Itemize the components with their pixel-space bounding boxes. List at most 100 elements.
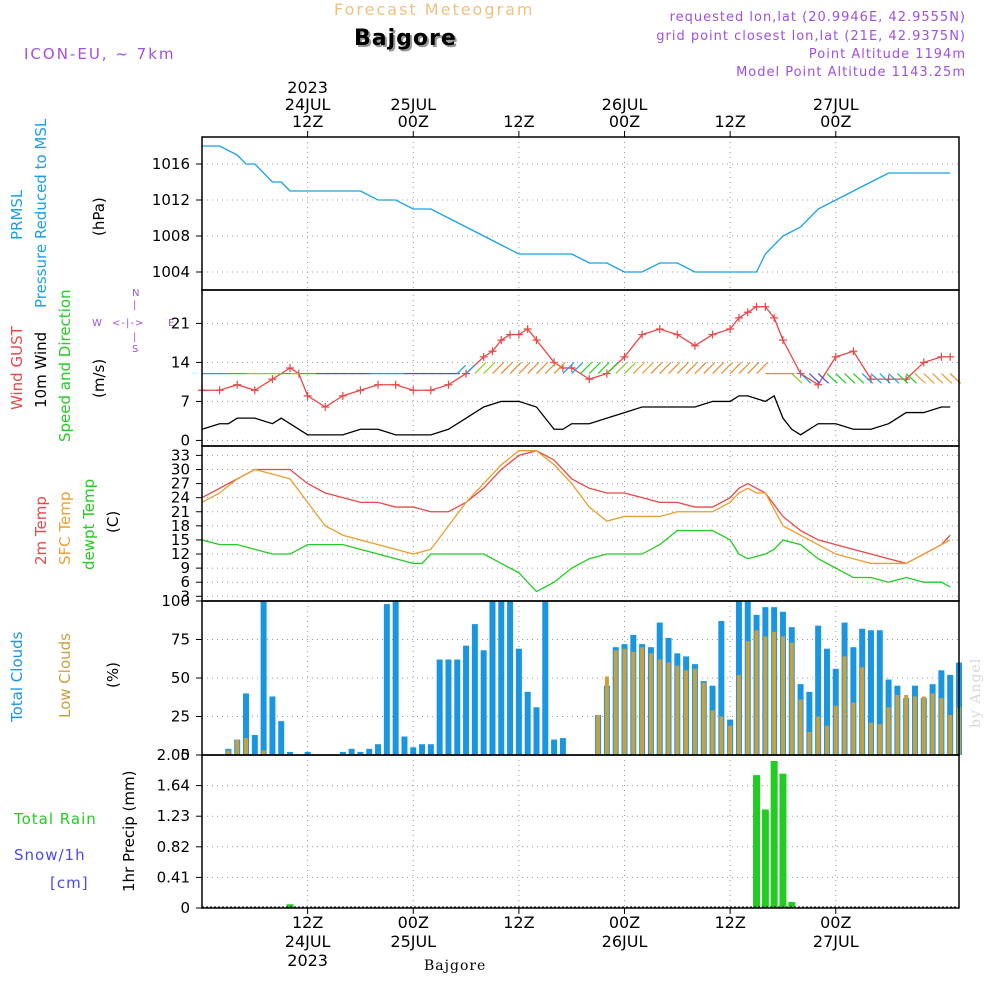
low-cloud-bar <box>604 676 609 755</box>
wind-barb <box>668 361 681 374</box>
snow-unit-label: [cm] <box>50 874 89 892</box>
rain-bar <box>788 902 796 908</box>
y-tick-label: 15 <box>171 531 190 549</box>
total-cloud-bar <box>718 621 725 755</box>
y-tick-label: 7 <box>180 392 190 410</box>
total-cloud-bar <box>533 707 540 755</box>
total-cloud-bar <box>947 674 954 755</box>
low-cloud-bar <box>789 642 794 755</box>
wind-barb <box>518 361 531 374</box>
wind-barb <box>544 361 557 374</box>
total-cloud-bar <box>243 693 250 755</box>
wind-barb <box>923 373 935 384</box>
pressure-line <box>202 145 951 273</box>
wind-barb <box>720 361 733 374</box>
low-cloud-bar <box>631 651 636 755</box>
low-cloud-bar <box>235 739 240 755</box>
low-cloud-bar <box>719 716 724 755</box>
chart-super-title: Forecast Meteogram <box>334 0 535 19</box>
top-date-label: 25JUL <box>390 95 436 114</box>
wind-barb <box>465 364 475 374</box>
model-point-altitude: Model Point Altitude 1143.25m <box>736 65 966 80</box>
total-cloud-bar <box>454 659 461 755</box>
gust-point <box>506 330 515 339</box>
wind-barb <box>914 373 926 384</box>
wind-barb <box>553 361 566 374</box>
grid-point-coords: grid point closest lon,lat (21E, 42.9375… <box>656 29 966 44</box>
wind-barb <box>808 373 821 384</box>
wind-barb <box>536 361 549 374</box>
low-cloud-bar <box>877 724 882 755</box>
low-cloud-bar <box>886 707 891 755</box>
total-cloud-bar <box>489 601 496 755</box>
gust-point <box>338 391 347 400</box>
low-cloud-bar <box>816 716 821 755</box>
compass-icon: N | W <-|-> E | S <box>92 288 182 358</box>
low-cloud-bar <box>684 670 689 755</box>
wind-barb <box>800 373 812 384</box>
low-cloud-bar <box>939 698 944 755</box>
total-cloud-bar <box>269 696 276 755</box>
total-cloud-bar <box>287 751 294 755</box>
location-title: Bajgore <box>354 26 457 51</box>
y-tick-label: 21 <box>171 314 190 332</box>
wind-barb <box>606 361 619 374</box>
low-cloud-bar <box>921 696 926 755</box>
y-tick-label: 25 <box>171 708 190 726</box>
low-cloud-bar <box>754 630 759 755</box>
low-cloud-bar <box>710 710 715 755</box>
wind-barb <box>879 373 891 384</box>
wind-barb <box>729 361 742 374</box>
total-cloud-bar <box>463 645 470 755</box>
gust-point <box>796 369 805 378</box>
gust-point <box>708 330 717 339</box>
wind-barb <box>685 361 698 374</box>
total-cloud-bar <box>348 748 355 755</box>
total-cloud-bar <box>260 601 267 755</box>
low-cloud-bar <box>675 665 680 755</box>
total-cloud-bar <box>427 744 434 755</box>
gust-point <box>514 330 523 339</box>
bottom-date-label: 27JUL <box>813 932 859 951</box>
gust-point <box>286 364 295 372</box>
total-cloud-bar <box>507 601 514 755</box>
top-hour-label: 00Z <box>820 112 851 131</box>
gust-point <box>215 386 224 395</box>
compass-w: W <box>92 318 103 329</box>
gust-point <box>409 386 418 395</box>
y-tick-label: 1016 <box>152 155 190 173</box>
low-cloud-bar <box>780 636 785 755</box>
total-cloud-bar <box>498 601 505 755</box>
gust-point <box>233 380 242 389</box>
wind-barb <box>896 373 909 384</box>
total-cloud-bar <box>251 734 258 755</box>
low-cloud-bar <box>833 705 838 755</box>
gust-point <box>770 313 779 322</box>
low-cloud-bar <box>798 699 803 755</box>
low-cloud-bar <box>824 725 829 755</box>
wind-barb <box>456 364 467 374</box>
bottom-hour-label: 12Z <box>714 913 745 932</box>
y-tick-label: 50 <box>171 669 190 687</box>
top-hour-label: 12Z <box>292 112 323 131</box>
gust-point <box>250 386 259 395</box>
top-date-label: 24JUL <box>285 95 331 114</box>
y-tick-label: 1012 <box>152 191 190 209</box>
low-cloud-bar <box>807 731 812 755</box>
wind-barb <box>509 361 522 374</box>
rain-bar <box>286 904 294 908</box>
y-tick-label: 75 <box>171 631 190 649</box>
y-tick-label: 3 <box>180 587 190 605</box>
low-cloud-bar <box>772 631 777 755</box>
gust-point <box>488 347 497 356</box>
y-tick-label: 100 <box>161 592 190 610</box>
low-cloud-bar <box>868 722 873 755</box>
top-hour-label: 12Z <box>503 112 534 131</box>
y-tick-label: 0 <box>180 746 190 764</box>
total-cloud-bar <box>392 601 399 755</box>
y-tick-label: 6 <box>180 573 190 591</box>
wind-barb <box>738 361 751 374</box>
total-cloud-bar <box>542 601 549 755</box>
gust-point <box>426 386 435 395</box>
gust-point <box>523 325 532 333</box>
